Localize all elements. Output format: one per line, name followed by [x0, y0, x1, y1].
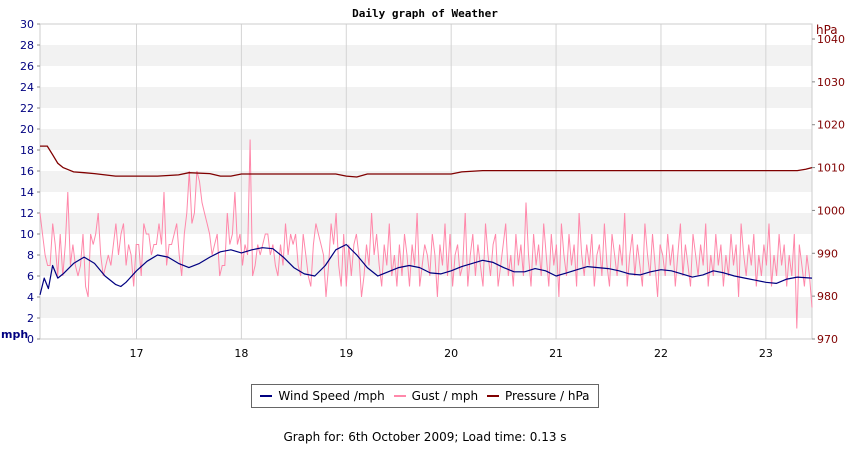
right-axis-unit: hPa	[816, 23, 838, 37]
chart-title: Daily graph of Weather	[352, 7, 498, 20]
right-tick-label: 1040	[817, 33, 845, 46]
left-tick-label: 28	[20, 39, 34, 52]
right-tick-label: 980	[817, 290, 838, 303]
left-tick-label: 22	[20, 102, 34, 115]
left-tick-label: 16	[20, 165, 34, 178]
right-axis-ticks: 970 980 990 1000 1010 1020 1030 1040	[812, 33, 845, 346]
right-tick-label: 1030	[817, 76, 845, 89]
background-band	[40, 129, 812, 150]
legend-label-gust: Gust / mph	[411, 389, 479, 403]
x-tick-label: 20	[444, 347, 458, 360]
plot-frame	[39, 23, 813, 340]
legend-item-pressure: Pressure / hPa	[486, 389, 590, 403]
legend-item-wind: Wind Speed /mph	[260, 389, 385, 403]
x-tick-label: 23	[759, 347, 773, 360]
x-tick-label: 21	[549, 347, 563, 360]
left-tick-label: 0	[27, 333, 34, 346]
legend-swatch-gust	[393, 395, 406, 397]
left-tick-label: 2	[27, 312, 34, 325]
x-tick-label: 22	[654, 347, 668, 360]
pressure-series	[40, 145, 813, 178]
gust-series	[39, 139, 813, 329]
right-tick-label: 990	[817, 247, 838, 260]
legend-label-wind: Wind Speed /mph	[278, 389, 385, 403]
right-tick-label: 1020	[817, 119, 845, 132]
background-band	[40, 297, 812, 318]
left-tick-label: 18	[20, 144, 34, 157]
footer-status: Graph for: 6th October 2009; Load time: …	[283, 430, 567, 444]
left-tick-label: 12	[20, 207, 34, 220]
background-band	[40, 213, 812, 234]
right-tick-label: 1010	[817, 162, 845, 175]
background-bands	[40, 45, 812, 318]
left-tick-label: 6	[27, 270, 34, 283]
x-tick-label: 17	[130, 347, 144, 360]
wind-speed-line	[39, 243, 813, 296]
legend-item-gust: Gust / mph	[393, 389, 479, 403]
wind-series	[39, 243, 813, 296]
left-tick-label: 30	[20, 18, 34, 31]
left-tick-label: 26	[20, 60, 34, 73]
right-tick-label: 970	[817, 333, 838, 346]
gust-line	[39, 139, 813, 329]
legend-swatch-pressure	[486, 395, 499, 397]
left-tick-label: 14	[20, 186, 34, 199]
left-tick-label: 24	[20, 81, 34, 94]
x-tick-label: 18	[234, 347, 248, 360]
legend-label-pressure: Pressure / hPa	[504, 389, 590, 403]
left-tick-label: 8	[27, 249, 34, 262]
pressure-line	[40, 145, 813, 178]
x-tick-label: 19	[339, 347, 353, 360]
left-tick-label: 10	[20, 228, 34, 241]
background-band	[40, 87, 812, 108]
left-tick-label: 4	[27, 291, 34, 304]
left-tick-label: 20	[20, 123, 34, 136]
right-tick-label: 1000	[817, 204, 845, 217]
left-axis-unit: mph	[1, 328, 28, 341]
background-band	[40, 45, 812, 66]
legend: Wind Speed /mph Gust / mph Pressure / hP…	[251, 384, 599, 408]
legend-swatch-wind	[260, 395, 273, 397]
x-axis-ticks: 17 18 19 20 21 22 23	[130, 347, 773, 360]
